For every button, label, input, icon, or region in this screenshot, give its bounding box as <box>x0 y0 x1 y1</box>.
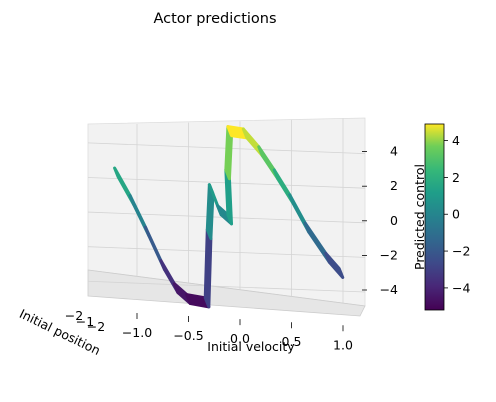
floor-pane <box>87 269 366 317</box>
y-ticks: −2 −1 −2 <box>65 308 105 334</box>
prediction-surface <box>113 125 345 309</box>
x-tick-label: −1.0 <box>122 325 152 340</box>
y-tick-label-a: −2 <box>65 308 83 323</box>
x-ticks: −1.0 −0.5 0.0 0.5 1.0 <box>122 312 353 352</box>
colorbar: 4 2 0 −2 −4 Predicted control <box>412 123 470 311</box>
colorbar-ticks: 4 2 0 −2 −4 <box>444 133 470 295</box>
x-axis-label: Initial velocity <box>207 339 295 354</box>
chart-title: Actor predictions <box>153 11 276 27</box>
y-tick-label-c: −2 <box>87 319 105 334</box>
colorbar-tick-label: −4 <box>452 280 470 295</box>
z-tick-label: 0 <box>390 213 398 228</box>
colorbar-tick-label: 0 <box>452 207 460 222</box>
x-tick-label: 0.0 <box>230 331 250 346</box>
surface-segment <box>324 251 345 279</box>
colorbar-gradient <box>424 123 445 311</box>
z-ticks: 4 2 0 −2 −4 <box>362 144 398 297</box>
colorbar-tick-label: −2 <box>452 244 470 259</box>
z-tick-label: −2 <box>380 247 398 262</box>
grid-line-z <box>87 280 366 293</box>
y-tick-label-b: −1 <box>76 314 94 329</box>
x-tick-label: 0.5 <box>282 334 302 349</box>
colorbar-label: Predicted control <box>412 164 427 270</box>
z-tick-label: 4 <box>390 144 398 159</box>
x-tick-label: −0.5 <box>173 328 203 343</box>
x-tick-label: 1.0 <box>333 337 353 352</box>
colorbar-tick-label: 4 <box>452 133 460 148</box>
colorbar-tick-label: 2 <box>452 170 460 185</box>
z-tick-label: −4 <box>380 282 398 297</box>
z-tick-label: 2 <box>390 178 398 193</box>
surface-segment <box>203 228 213 309</box>
grid-line-z <box>87 246 366 258</box>
